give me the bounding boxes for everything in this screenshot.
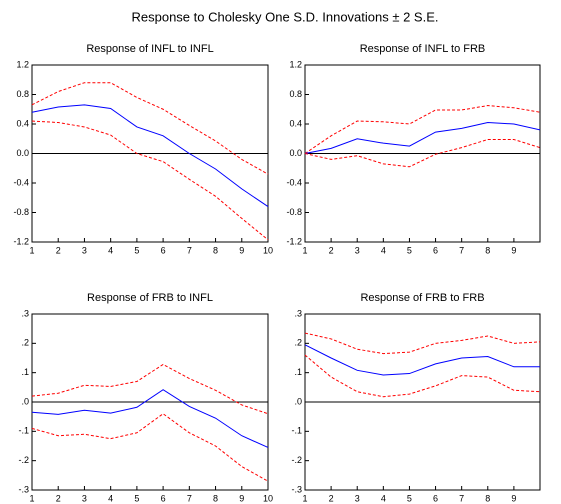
y-tick-label: .0	[294, 396, 302, 406]
x-tick-label: 1	[302, 245, 307, 255]
figure-title: Response to Cholesky One S.D. Innovation…	[131, 9, 438, 24]
x-tick-label: 8	[213, 245, 218, 255]
x-tick-label: 2	[329, 245, 334, 255]
x-tick-label: 5	[407, 245, 412, 255]
panel-title: Response of FRB to INFL	[87, 292, 213, 304]
response-line	[304, 354, 541, 398]
x-tick-label: 6	[433, 493, 438, 503]
response-line	[304, 332, 541, 355]
y-tick-label: -.1	[18, 426, 29, 436]
x-tick-label: 7	[459, 493, 464, 503]
panel-title: Response of INFL to FRB	[360, 43, 486, 55]
response-line	[31, 363, 269, 415]
y-tick-label: -0.4	[286, 177, 302, 187]
response-line	[304, 105, 541, 154]
y-tick-label: -.2	[291, 455, 302, 465]
x-tick-label: 2	[329, 493, 334, 503]
response-line	[304, 122, 541, 154]
y-tick-label: 1.2	[16, 59, 29, 69]
x-tick-label: 4	[381, 493, 386, 503]
x-tick-label: 1	[29, 245, 34, 255]
y-tick-label: 0.8	[16, 89, 29, 99]
x-tick-label: 3	[82, 245, 87, 255]
response-line	[31, 120, 269, 241]
response-line	[31, 104, 269, 208]
y-tick-label: -.3	[291, 484, 302, 494]
response-line	[31, 82, 269, 175]
x-tick-label: 3	[355, 245, 360, 255]
x-tick-label: 5	[134, 493, 139, 503]
x-tick-label: 6	[161, 493, 166, 503]
x-tick-label: 5	[134, 245, 139, 255]
x-tick-label: 10	[263, 245, 273, 255]
y-tick-label: .0	[21, 396, 29, 406]
x-tick-label: 9	[239, 245, 244, 255]
y-tick-label: .3	[21, 308, 29, 318]
x-tick-label: 1	[302, 493, 307, 503]
x-tick-label: 4	[381, 245, 386, 255]
y-tick-label: .2	[294, 338, 302, 348]
panel-title: Response of FRB to FRB	[360, 292, 484, 304]
response-line	[31, 413, 269, 482]
x-tick-label: 3	[355, 493, 360, 503]
y-tick-label: -.1	[291, 426, 302, 436]
y-tick-label: 1.2	[289, 59, 302, 69]
x-tick-label: 8	[485, 493, 490, 503]
y-tick-label: .3	[294, 308, 302, 318]
y-tick-label: 0.8	[289, 89, 302, 99]
y-tick-label: 0.0	[289, 148, 302, 158]
y-tick-label: .1	[21, 367, 29, 377]
x-tick-label: 9	[511, 493, 516, 503]
y-tick-label: 0.4	[289, 118, 302, 128]
x-tick-label: 4	[108, 493, 113, 503]
y-tick-label: -1.2	[13, 236, 29, 246]
y-tick-label: -0.8	[286, 207, 302, 217]
y-tick-label: -.3	[18, 484, 29, 494]
y-tick-label: -1.2	[286, 236, 302, 246]
response-line	[304, 138, 541, 168]
x-tick-label: 4	[108, 245, 113, 255]
x-tick-label: 9	[511, 245, 516, 255]
y-tick-label: .1	[294, 367, 302, 377]
x-tick-label: 6	[161, 245, 166, 255]
x-tick-label: 7	[187, 245, 192, 255]
y-tick-label: .2	[21, 338, 29, 348]
y-tick-label: 0.0	[16, 148, 29, 158]
x-tick-label: 6	[433, 245, 438, 255]
x-tick-label: 3	[82, 493, 87, 503]
x-tick-label: 10	[263, 493, 273, 503]
x-tick-label: 7	[459, 245, 464, 255]
x-tick-label: 2	[56, 493, 61, 503]
y-tick-label: -0.8	[13, 207, 29, 217]
y-tick-label: 0.4	[16, 118, 29, 128]
panel-title: Response of INFL to INFL	[86, 43, 213, 55]
x-tick-label: 1	[29, 493, 34, 503]
response-line	[31, 389, 269, 448]
y-tick-label: -0.4	[13, 177, 29, 187]
x-tick-label: 8	[213, 493, 218, 503]
x-tick-label: 2	[56, 245, 61, 255]
x-tick-label: 7	[187, 493, 192, 503]
response-line	[304, 344, 540, 376]
x-tick-label: 9	[239, 493, 244, 503]
x-tick-label: 8	[485, 245, 490, 255]
y-tick-label: -.2	[18, 455, 29, 465]
x-tick-label: 5	[407, 493, 412, 503]
